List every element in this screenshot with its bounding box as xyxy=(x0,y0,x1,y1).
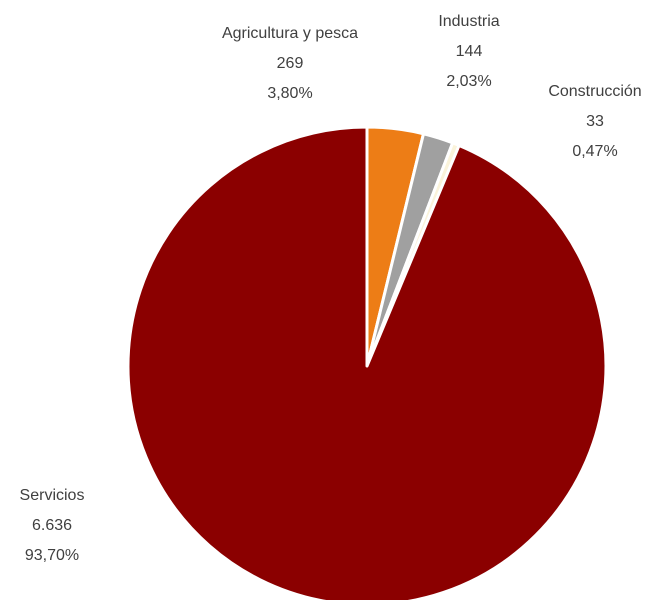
data-label-construccion-name: Construcción xyxy=(548,83,641,100)
data-label-servicios-value: 6.636 xyxy=(32,517,72,534)
data-label-servicios-percent: 93,70% xyxy=(25,547,79,564)
data-label-construccion-value: 33 xyxy=(586,113,604,130)
pie-slices xyxy=(126,125,608,600)
data-label-industria-value: 144 xyxy=(456,43,483,60)
data-label-industria-percent: 2,03% xyxy=(446,73,491,90)
data-label-agricultura: Agricultura y pesca 269 3,80% xyxy=(222,25,358,102)
data-label-servicios: Servicios 6.636 93,70% xyxy=(20,487,85,564)
data-label-servicios-name: Servicios xyxy=(20,487,85,504)
data-label-industria: Industria 144 2,03% xyxy=(438,13,499,90)
data-label-agricultura-percent: 3,80% xyxy=(267,85,312,102)
data-label-construccion: Construcción 33 0,47% xyxy=(548,83,641,160)
data-label-agricultura-value: 269 xyxy=(277,55,304,72)
data-label-industria-name: Industria xyxy=(438,13,499,30)
data-label-agricultura-name: Agricultura y pesca xyxy=(222,25,358,42)
pie-slice-servicios xyxy=(126,125,608,600)
data-label-construccion-percent: 0,47% xyxy=(572,143,617,160)
